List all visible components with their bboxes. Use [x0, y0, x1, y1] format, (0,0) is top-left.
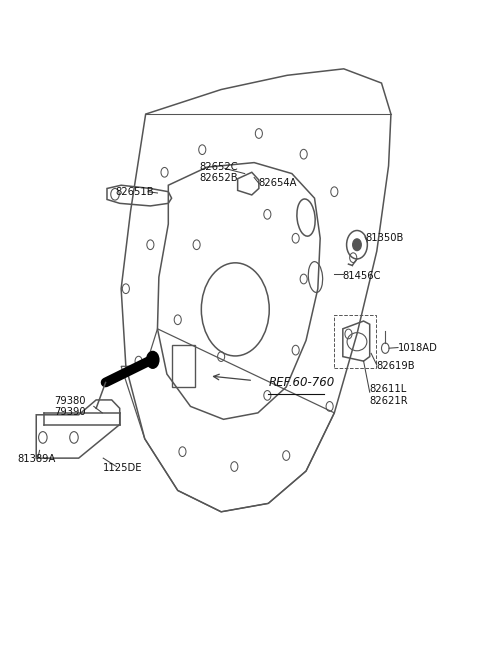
- Text: 81389A: 81389A: [17, 455, 56, 464]
- Circle shape: [146, 352, 159, 368]
- Text: 79380
79390: 79380 79390: [54, 396, 85, 417]
- Text: 82654A: 82654A: [259, 178, 298, 188]
- Text: 82652C
82652B: 82652C 82652B: [200, 162, 238, 183]
- Circle shape: [353, 239, 361, 251]
- Text: 1125DE: 1125DE: [103, 463, 143, 473]
- Text: 81350B: 81350B: [365, 233, 403, 243]
- Text: 81456C: 81456C: [343, 271, 381, 281]
- Text: 82611L
82621R: 82611L 82621R: [370, 384, 408, 405]
- Text: 1018AD: 1018AD: [398, 343, 438, 353]
- Text: 82651B: 82651B: [115, 187, 154, 196]
- Text: 82619B: 82619B: [377, 362, 415, 371]
- Text: REF.60-760: REF.60-760: [268, 376, 335, 389]
